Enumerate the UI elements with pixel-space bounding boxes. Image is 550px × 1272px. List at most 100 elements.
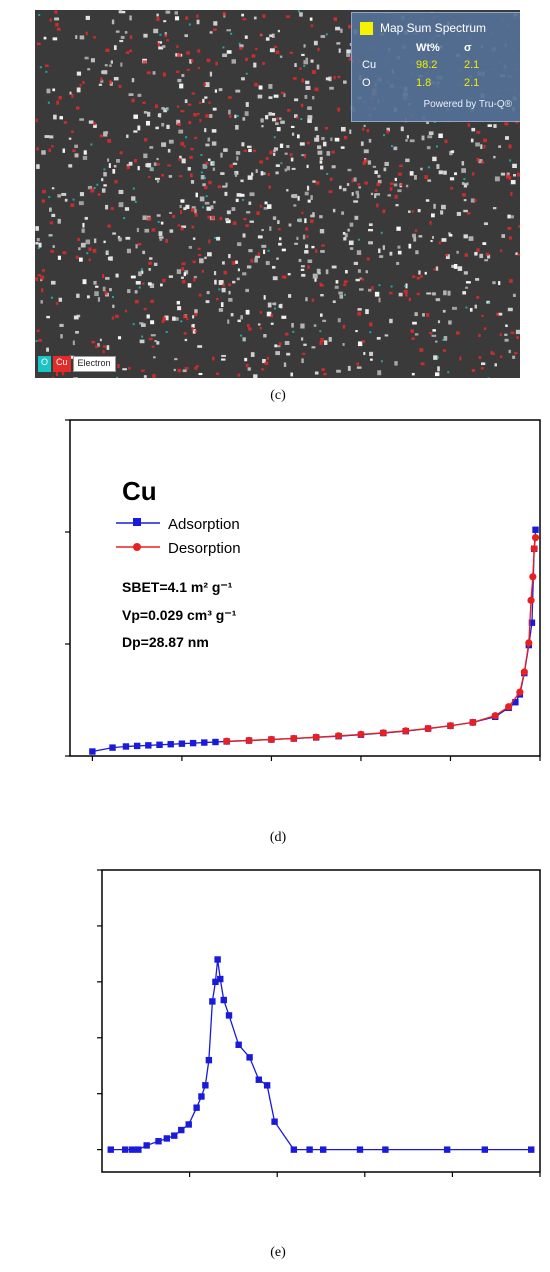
- sem-speck: [298, 258, 302, 263]
- sem-speck: [393, 146, 398, 151]
- sem-speck: [58, 297, 63, 302]
- sem-speck: [370, 358, 373, 361]
- sem-speck: [513, 174, 517, 177]
- cu-signal-speck: [88, 258, 91, 262]
- sem-speck: [498, 281, 501, 286]
- cu-signal-speck: [389, 291, 393, 295]
- cu-signal-speck: [102, 350, 105, 354]
- cu-signal-speck: [426, 313, 430, 317]
- sem-speck: [349, 247, 354, 250]
- sem-speck: [291, 167, 296, 170]
- sem-speck: [393, 183, 398, 187]
- cu-signal-speck: [371, 285, 374, 290]
- sem-speck: [283, 93, 286, 98]
- sem-speck: [463, 209, 468, 213]
- sem-speck: [484, 259, 489, 262]
- sem-speck: [294, 242, 298, 245]
- sem-speck: [145, 163, 151, 168]
- cu-signal-speck: [250, 258, 254, 263]
- adsorption-point: [89, 748, 96, 755]
- cu-signal-speck: [223, 270, 228, 275]
- pore-volume-point: [263, 1082, 271, 1089]
- sem-speck: [363, 352, 366, 356]
- o-signal-speck: [134, 200, 137, 203]
- sem-speck: [394, 361, 398, 366]
- cu-signal-speck: [276, 117, 279, 121]
- sem-speck: [406, 135, 409, 139]
- cu-signal-speck: [443, 349, 446, 352]
- cu-signal-speck: [189, 173, 193, 178]
- sem-speck: [498, 145, 502, 148]
- cu-signal-speck: [203, 82, 206, 86]
- cu-signal-speck: [248, 327, 252, 331]
- cu-signal-speck: [476, 248, 480, 252]
- o-signal-speck: [240, 334, 243, 337]
- cu-signal-speck: [194, 366, 198, 370]
- cu-signal-speck: [480, 367, 484, 370]
- sigma-header: σ: [464, 42, 472, 54]
- sem-speck: [213, 200, 216, 204]
- cu-signal-speck: [314, 87, 318, 91]
- cu-signal-speck: [134, 158, 137, 163]
- sem-speck: [257, 235, 263, 239]
- sem-speck: [57, 194, 61, 198]
- cu-signal-speck: [166, 39, 169, 42]
- cu-signal-speck: [471, 368, 475, 372]
- sem-speck: [153, 162, 157, 166]
- cu-signal-speck: [205, 114, 209, 118]
- cu-signal-speck: [124, 309, 128, 313]
- sem-speck: [276, 257, 279, 260]
- cu-signal-speck: [181, 267, 185, 271]
- sem-speck: [438, 133, 443, 139]
- cu-signal-speck: [212, 28, 217, 31]
- sem-speck: [234, 172, 238, 177]
- sem-speck: [212, 107, 217, 111]
- o-signal-speck: [383, 134, 386, 137]
- sem-speck: [160, 221, 164, 225]
- sem-speck: [115, 30, 120, 33]
- cu-signal-speck: [177, 122, 181, 127]
- sem-speck: [175, 53, 180, 57]
- sem-speck: [461, 182, 465, 185]
- o-signal-speck: [38, 13, 41, 16]
- cu-signal-speck: [51, 145, 54, 148]
- cu-signal-speck: [456, 331, 460, 335]
- o-signal-speck: [463, 178, 466, 181]
- sem-speck: [113, 45, 117, 50]
- sem-speck: [255, 255, 261, 258]
- sem-speck: [156, 157, 159, 161]
- cu-signal-speck: [70, 203, 75, 207]
- sem-speck: [500, 172, 506, 176]
- sem-speck: [43, 36, 47, 40]
- pore-volume-point: [193, 1104, 200, 1111]
- sem-speck: [415, 250, 419, 255]
- sem-speck: [443, 290, 447, 296]
- sem-speck: [153, 356, 156, 359]
- sem-speck: [329, 86, 334, 90]
- sem-speck: [232, 162, 238, 165]
- sem-speck: [253, 374, 258, 378]
- sem-speck: [61, 192, 67, 196]
- sem-speck: [51, 187, 55, 190]
- sem-speck: [100, 79, 104, 83]
- cu-signal-speck: [343, 283, 347, 287]
- cu-signal-speck: [51, 376, 54, 378]
- cu-signal-speck: [374, 189, 378, 192]
- sem-speck: [430, 240, 433, 243]
- sem-speck: [301, 53, 305, 57]
- pore-volume-point: [481, 1146, 489, 1153]
- desorption-point: [530, 545, 538, 553]
- sem-speck: [319, 229, 325, 234]
- sem-speck: [305, 244, 309, 249]
- o-signal-speck: [343, 293, 346, 296]
- cu-signal-speck: [215, 372, 220, 376]
- sem-speck: [247, 145, 252, 148]
- sem-speck: [49, 207, 52, 212]
- sem-speck: [277, 345, 281, 348]
- cu-signal-speck: [100, 77, 103, 82]
- sem-speck: [234, 114, 237, 119]
- cu-signal-speck: [162, 316, 166, 321]
- cu-signal-speck: [462, 193, 466, 197]
- sem-speck: [79, 118, 85, 121]
- cu-signal-speck: [411, 337, 415, 340]
